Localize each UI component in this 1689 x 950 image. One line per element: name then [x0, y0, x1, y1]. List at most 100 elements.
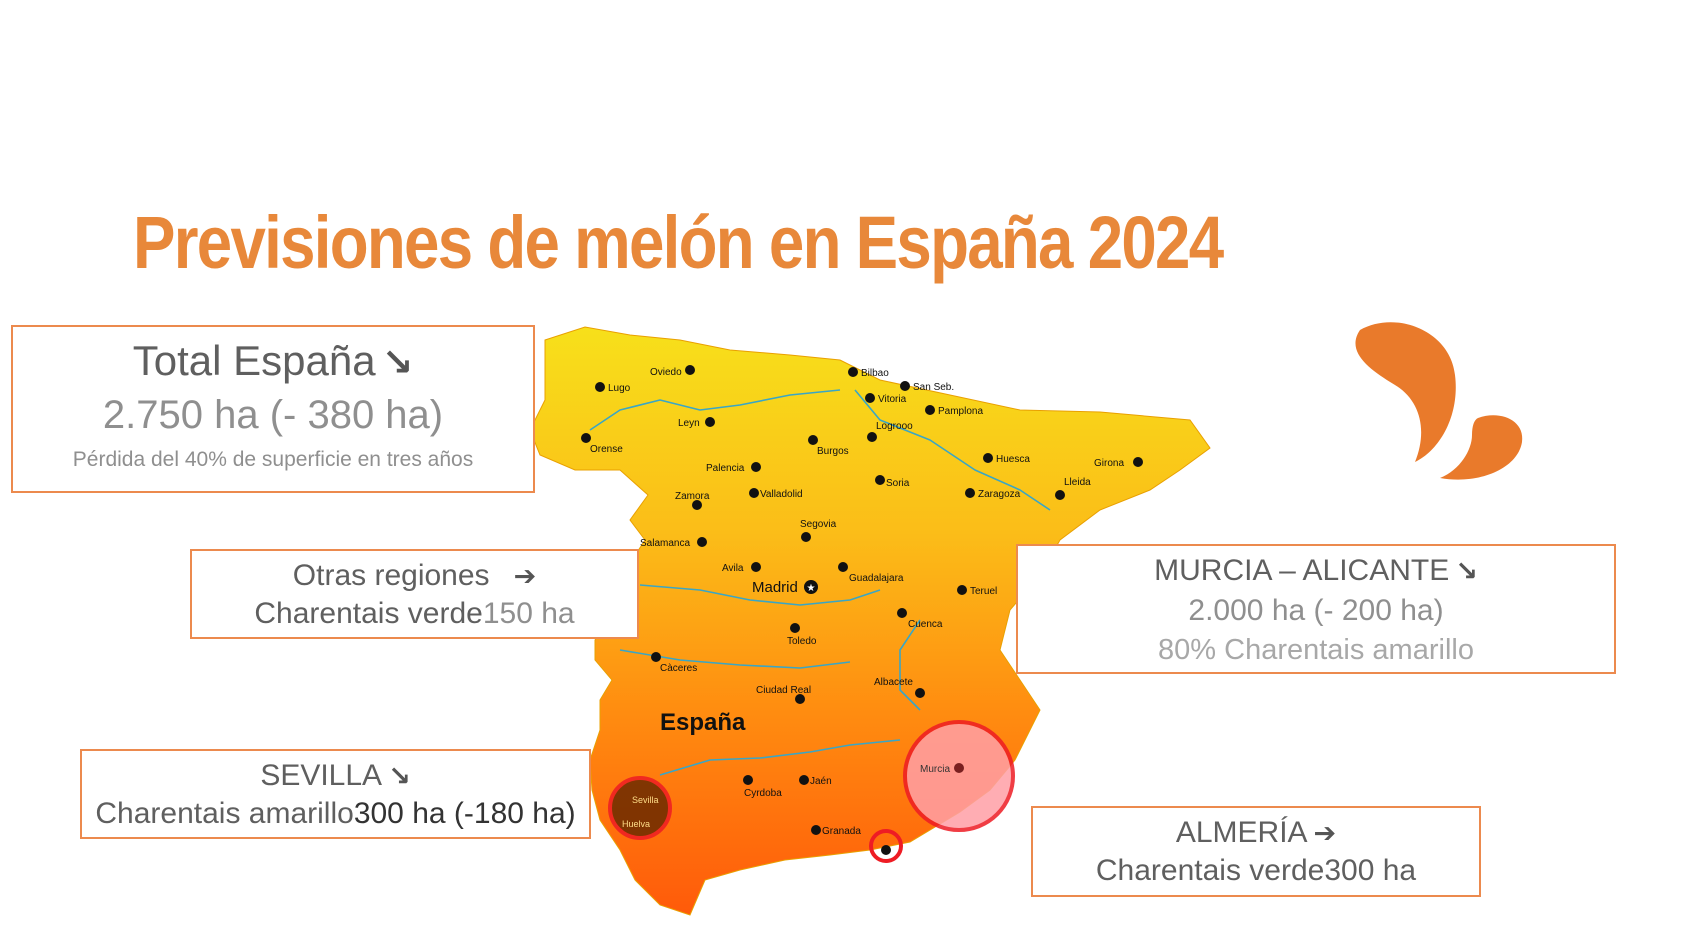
city-label: Lleida: [1064, 477, 1091, 488]
city-dot: [965, 488, 975, 498]
svg-text:Sevilla: Sevilla: [632, 795, 659, 805]
murcia-heading: MURCIA – ALICANTE: [1154, 554, 1450, 587]
svg-text:★: ★: [807, 583, 816, 594]
city-dot: [751, 562, 761, 572]
city-dot: [799, 775, 809, 785]
city-dot: [865, 393, 875, 403]
total-espana-box: Total España ↘ 2.750 ha (- 380 ha) Pérdid…: [11, 325, 535, 493]
city-dot: [749, 488, 759, 498]
sevilla-highlight: Sevilla Huelva: [608, 776, 672, 840]
otras-regiones-box: Otras regiones ➔ Charentais verde150 ha: [190, 549, 639, 639]
svg-text:Murcia: Murcia: [920, 764, 950, 775]
city-label: Zamora: [675, 491, 710, 502]
arrow-down-right-icon: ↘: [1455, 556, 1478, 586]
city-label: Oviedo: [650, 367, 682, 378]
city-dot: [915, 688, 925, 698]
city-label: Pamplona: [938, 406, 983, 417]
total-note: Pérdida del 40% de superficie en tres añ…: [72, 448, 474, 471]
city-label: Teruel: [970, 586, 997, 597]
city-label: Salamanca: [640, 538, 690, 549]
almeria-box: ALMERÍA ➔ Charentais verde300 ha: [1031, 806, 1481, 897]
city-label: Zaragoza: [978, 489, 1021, 500]
otras-variety: Charentais verde: [254, 597, 483, 630]
city-dot: [848, 367, 858, 377]
city-dot: [801, 532, 811, 542]
city-label: Guadalajara: [849, 573, 904, 584]
madrid-marker: ★ Madrid: [752, 579, 818, 596]
city-label: Orense: [590, 444, 623, 455]
total-value: 2.750 ha (- 380 ha): [102, 393, 444, 437]
total-heading: Total España: [132, 337, 376, 384]
city-dot: [925, 405, 935, 415]
city-dot: [581, 433, 591, 443]
almeria-highlight: [869, 829, 903, 863]
city-label: Càceres: [660, 663, 697, 674]
city-label: Vitoria: [878, 394, 907, 405]
city-label: Logrooo: [876, 421, 913, 432]
city-label: Lugo: [608, 383, 631, 394]
city-label: Segovia: [800, 519, 837, 530]
city-label: Albacete: [874, 677, 913, 688]
madrid-label: Madrid: [752, 579, 798, 596]
spain-shape: [529, 326, 1211, 916]
otras-value: 150 ha: [482, 597, 575, 630]
city-dot: [875, 475, 885, 485]
city-dot: [1055, 490, 1065, 500]
sevilla-variety: Charentais amarillo: [95, 797, 354, 830]
murcia-alicante-box: MURCIA – ALICANTE ↘ 2.000 ha (- 200 ha) 8…: [1016, 544, 1616, 674]
city-label: Huesca: [996, 454, 1030, 465]
city-dot: [790, 623, 800, 633]
arrow-right-icon: ➔: [513, 561, 537, 591]
almeria-heading: ALMERÍA: [1175, 816, 1308, 849]
city-label: Toledo: [787, 636, 817, 647]
city-label: Ciudad Real: [756, 685, 811, 696]
sevilla-heading: SEVILLA: [260, 759, 383, 792]
city-dot: [651, 652, 661, 662]
city-dot: [838, 562, 848, 572]
city-dot: [595, 382, 605, 392]
sevilla-value-a: 300 h: [353, 797, 429, 830]
country-label: España: [660, 709, 746, 736]
city-dot: [897, 608, 907, 618]
otras-heading: Otras regiones: [292, 559, 490, 592]
city-label: Girona: [1094, 458, 1124, 469]
city-label: Bilbao: [861, 368, 889, 379]
city-dot: [867, 432, 877, 442]
brand-logo: [1355, 322, 1523, 480]
arrow-right-icon: ➔: [1313, 818, 1337, 848]
city-label: San Seb.: [913, 382, 954, 393]
murcia-highlight: Murcia: [903, 720, 1015, 832]
arrow-down-right-icon: ↘: [381, 342, 414, 384]
city-dot: [692, 500, 702, 510]
city-label: Cyrdoba: [744, 788, 782, 799]
city-label: Burgos: [817, 446, 849, 457]
city-label: Valladolid: [760, 489, 803, 500]
city-label: Avila: [722, 563, 744, 574]
city-dot: [983, 453, 993, 463]
city-label: Soria: [886, 478, 910, 489]
city-dot: [751, 462, 761, 472]
murcia-note: 80% Charentais amarillo: [1158, 634, 1474, 666]
sevilla-box: SEVILLA ↘ Charentais amarillo300 ha (-180…: [80, 749, 591, 839]
city-label: Jaén: [810, 776, 832, 787]
murcia-value: 2.000 ha (- 200 ha): [1188, 594, 1444, 627]
city-dot: [743, 775, 753, 785]
city-dot: [795, 694, 805, 704]
city-dot: [705, 417, 715, 427]
arrow-down-right-icon: ↘: [388, 761, 411, 791]
page-title: Previsiones de melón en España 2024: [133, 201, 1224, 284]
city-dot: [811, 825, 821, 835]
city-dot: [697, 537, 707, 547]
city-label: Palencia: [706, 463, 745, 474]
almeria-value: 300 ha: [1324, 854, 1417, 887]
sevilla-value-b: a (-180 ha): [428, 797, 576, 830]
city-label: Cuenca: [908, 619, 943, 630]
almeria-variety: Charentais verde: [1095, 854, 1325, 887]
city-dot: [808, 435, 818, 445]
city-dot: [1133, 457, 1143, 467]
city-markers: Lugo Oviedo Bilbao San Seb. Vitoria Pamplona L…: [581, 365, 1143, 837]
city-label: Leyn: [678, 418, 700, 429]
svg-text:Huelva: Huelva: [622, 819, 650, 829]
city-dot: [957, 585, 967, 595]
